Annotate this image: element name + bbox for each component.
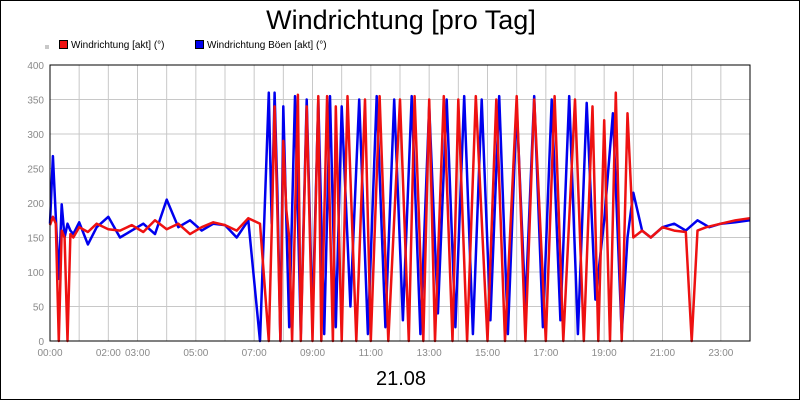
legend-toggle-marker[interactable]	[45, 45, 49, 49]
x-axis-ticks: 00:00 02:00 03:00 05:00 07:00 09:00 11:00 13:00…	[37, 348, 733, 359]
x-tick-label: 23:00	[708, 348, 733, 359]
y-tick-label: 200	[27, 199, 44, 210]
x-tick-label: 03:00	[125, 348, 150, 359]
y-tick-label: 150	[27, 234, 44, 245]
x-tick-label: 05:00	[183, 348, 208, 359]
y-tick-label: 250	[27, 165, 44, 176]
series-line-1	[48, 91, 751, 343]
y-tick-label: 350	[27, 96, 44, 107]
x-tick-label: 11:00	[359, 348, 384, 359]
x-axis-date-label: 21.08	[375, 368, 427, 390]
y-tick-label: 0	[38, 337, 44, 348]
legend-swatch-blue	[195, 39, 204, 49]
x-tick-label: 15:00	[475, 348, 500, 359]
x-tick-label: 09:00	[300, 348, 325, 359]
x-tick-label: 21:00	[650, 348, 675, 359]
y-tick-label: 400	[27, 61, 44, 72]
x-tick-label: 19:00	[592, 348, 617, 359]
y-axis-ticks: 0 50 100 150 200 250 300 350 400	[27, 61, 44, 348]
legend-item-windrichtung[interactable]: Windrichtung [akt] (°)	[59, 39, 165, 52]
x-tick-label: 13:00	[417, 348, 442, 359]
x-tick-label: 17:00	[533, 348, 558, 359]
x-tick-label: 07:00	[242, 348, 267, 359]
legend-label: Windrichtung Böen [akt] (°)	[207, 40, 327, 51]
plot-area-border	[49, 64, 751, 342]
y-tick-label: 300	[27, 130, 44, 141]
legend-swatch-red	[59, 39, 68, 49]
legend-label: Windrichtung [akt] (°)	[71, 40, 165, 51]
series-lines	[48, 91, 751, 343]
legend-item-windrichtung-boeen[interactable]: Windrichtung Böen [akt] (°)	[195, 39, 327, 52]
chart-title: Windrichtung [pro Tag]	[266, 5, 536, 35]
series-line-0	[48, 91, 751, 343]
y-tick-label: 100	[27, 268, 44, 279]
x-tick-label: 02:00	[96, 348, 121, 359]
y-tick-label: 50	[33, 303, 45, 314]
x-tick-label: 00:00	[37, 348, 62, 359]
